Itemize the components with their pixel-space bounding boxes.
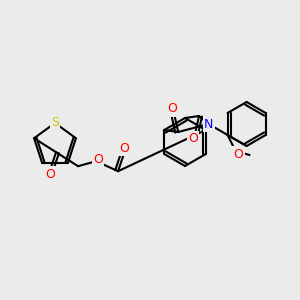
Text: O: O [234,148,244,160]
Text: O: O [93,153,103,166]
Text: N: N [204,118,213,130]
Text: O: O [45,168,55,181]
Text: O: O [167,103,177,116]
Text: O: O [188,133,198,146]
Text: S: S [51,116,59,130]
Text: O: O [119,142,129,155]
